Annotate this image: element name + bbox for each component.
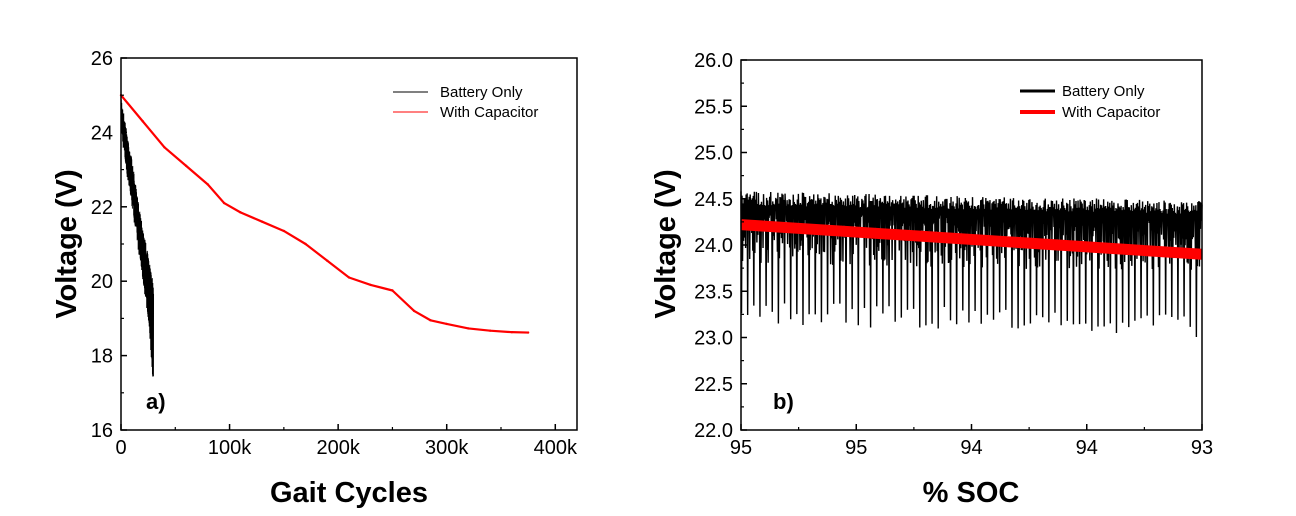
panel-b-series-with-capacitor bbox=[740, 219, 1203, 260]
panel-b-y-tick-label: 22.0 bbox=[694, 420, 733, 442]
panel-a-y-tick-label: 26 bbox=[91, 48, 113, 70]
panel-b-x-tick-label: 95 bbox=[845, 437, 867, 459]
panel-a-y-tick-label: 22 bbox=[91, 197, 113, 219]
panel-a-capacitor-point bbox=[163, 146, 166, 149]
panel-b-plot-area bbox=[740, 191, 1203, 337]
panel-a-x-tick-label: 0 bbox=[115, 437, 126, 459]
panel-a-legend: Battery Only With Capacitor bbox=[393, 84, 538, 121]
panel-a-series-battery-only bbox=[120, 95, 155, 377]
panel-a-capacitor-point bbox=[239, 211, 242, 214]
panel-b-y-tick-label: 24.0 bbox=[694, 235, 733, 257]
panel-a-legend-battery-only: Battery Only bbox=[440, 84, 523, 101]
panel-b-y-axis-title: Voltage (V) bbox=[650, 169, 682, 318]
panel-b-series-battery-only bbox=[740, 191, 1203, 337]
panel-a-capacitor-point bbox=[347, 276, 351, 279]
panel-b-y-tick-label: 25.0 bbox=[694, 143, 733, 165]
panel-a-y-axis-title: Voltage (V) bbox=[51, 169, 83, 318]
panel-a-capacitor-point bbox=[184, 164, 188, 168]
panel-a-capacitor-point bbox=[304, 242, 307, 246]
panel-b-y-tick-label: 23.0 bbox=[694, 328, 733, 350]
panel-b-legend-battery-only: Battery Only bbox=[1062, 83, 1145, 100]
panel-a-x-tick-label: 400k bbox=[534, 437, 578, 459]
panel-a-ticks: 0 100k 200k 300k 400k 16 18 20 22 24 26 bbox=[91, 48, 578, 459]
panel-a-capacitor-point bbox=[391, 289, 394, 292]
panel-a-capacitor-point bbox=[206, 183, 210, 186]
panel-a-x-tick-label: 300k bbox=[425, 437, 469, 459]
panel-a-y-tick-label: 16 bbox=[91, 420, 113, 442]
panel-b-ticks: 95 95 94 94 93 22.0 22.5 23.0 23.5 24.0 24.5 25.0 25… bbox=[694, 50, 1213, 459]
panel-a-plot-area bbox=[119, 94, 530, 377]
panel-a-capacitor-point bbox=[488, 329, 492, 332]
panel-a-series-with-capacitor bbox=[120, 94, 529, 334]
panel-b-y-tick-label: 26.0 bbox=[694, 50, 733, 72]
panel-a-capacitor-point bbox=[429, 319, 432, 322]
panel-b-y-tick-label: 22.5 bbox=[694, 374, 733, 396]
panel-a-x-tick-label: 200k bbox=[316, 437, 360, 459]
panel-b: 95 95 94 94 93 22.0 22.5 23.0 23.5 24.0 24.5 25.0 25… bbox=[650, 50, 1213, 509]
panel-b-x-tick-label: 94 bbox=[960, 437, 982, 459]
panel-a-legend-with-capacitor: With Capacitor bbox=[440, 104, 538, 121]
panel-a: 0 100k 200k 300k 400k 16 18 20 22 24 26 Gait Cycle… bbox=[51, 48, 578, 509]
panel-b-x-axis-title: % SOC bbox=[923, 477, 1020, 509]
panel-a-capacitor-point bbox=[412, 309, 416, 313]
panel-b-y-tick-label: 23.5 bbox=[694, 281, 733, 303]
panel-a-capacitor-point bbox=[326, 259, 329, 262]
panel-b-x-tick-label: 93 bbox=[1191, 437, 1213, 459]
panel-b-label: b) bbox=[773, 389, 794, 414]
panel-a-capacitor-point bbox=[526, 331, 530, 334]
panel-a-y-tick-label: 24 bbox=[91, 122, 113, 144]
panel-a-x-axis-title: Gait Cycles bbox=[270, 477, 428, 509]
panel-a-capacitor-point bbox=[282, 229, 286, 233]
panel-a-x-tick-label: 100k bbox=[208, 437, 252, 459]
panel-b-legend-with-capacitor: With Capacitor bbox=[1062, 104, 1160, 121]
panel-a-capacitor-point bbox=[222, 201, 226, 205]
panel-a-label: a) bbox=[146, 389, 166, 414]
panel-b-y-tick-label: 25.5 bbox=[694, 96, 733, 118]
panel-b-legend: Battery Only With Capacitor bbox=[1020, 83, 1160, 121]
panel-a-y-tick-label: 18 bbox=[91, 346, 113, 368]
panel-b-y-tick-label: 24.5 bbox=[694, 189, 733, 211]
panel-a-capacitor-point bbox=[445, 322, 448, 326]
panel-b-x-tick-label: 94 bbox=[1076, 437, 1098, 459]
panel-a-capacitor-point bbox=[141, 120, 144, 123]
panel-a-capacitor-point bbox=[467, 327, 470, 330]
panel-a-capacitor-point bbox=[260, 220, 264, 223]
panel-a-capacitor-point bbox=[369, 283, 372, 287]
panel-a-capacitor-point bbox=[510, 330, 514, 334]
panel-a-y-tick-label: 20 bbox=[91, 271, 113, 293]
panel-b-x-tick-label: 95 bbox=[730, 437, 752, 459]
